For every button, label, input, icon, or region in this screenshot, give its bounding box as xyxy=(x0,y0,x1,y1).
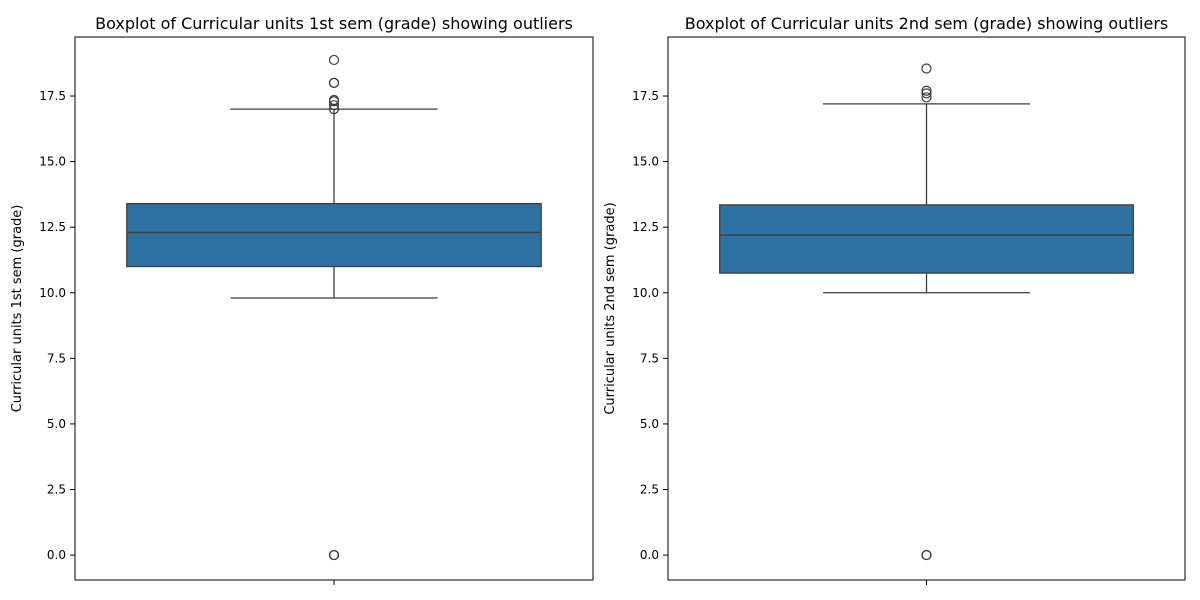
y-tick-label: 15.0 xyxy=(39,155,66,169)
chart-title: Boxplot of Curricular units 1st sem (gra… xyxy=(95,14,573,33)
y-axis: 0.0 2.5 5.0 7.5 10.0 12.5 15.0 17.5 xyxy=(39,89,75,562)
y-tick-label: 17.5 xyxy=(632,89,659,103)
y-tick-label: 2.5 xyxy=(47,483,66,497)
plot-area xyxy=(719,63,1134,561)
y-axis-label: Curricular units 2nd sem (grade) xyxy=(603,202,618,414)
y-tick-label: 15.0 xyxy=(632,155,659,169)
plot-area xyxy=(126,54,542,561)
y-tick-label: 7.5 xyxy=(640,351,659,365)
outlier-point xyxy=(921,85,932,96)
outlier-point xyxy=(921,549,932,561)
plot-frame xyxy=(667,36,1186,581)
interquartile-box xyxy=(719,204,1134,274)
outlier-point xyxy=(921,63,932,74)
outlier-point xyxy=(328,94,340,106)
outlier-point xyxy=(328,54,340,66)
y-axis-label: Curricular units 1st sem (grade) xyxy=(10,205,25,413)
outlier-point xyxy=(328,100,340,111)
plot-frame xyxy=(74,36,594,581)
boxplot-panel-1st-sem: Boxplot of Curricular units 1st sem (gra… xyxy=(10,14,594,585)
y-tick-label: 10.0 xyxy=(632,286,659,300)
y-tick-label: 10.0 xyxy=(39,286,66,300)
boxplot-panel-2nd-sem: Boxplot of Curricular units 2nd sem (gra… xyxy=(603,14,1186,585)
y-tick-label: 0.0 xyxy=(47,548,66,562)
outlier-point xyxy=(921,92,932,103)
y-tick-label: 12.5 xyxy=(39,220,66,234)
y-tick-label: 0.0 xyxy=(640,548,659,562)
y-tick-label: 2.5 xyxy=(640,483,659,497)
outlier-point xyxy=(328,77,340,89)
y-tick-label: 5.0 xyxy=(47,417,66,431)
interquartile-box xyxy=(126,202,542,268)
outlier-point xyxy=(328,549,340,561)
y-tick-label: 17.5 xyxy=(39,89,66,103)
y-tick-label: 7.5 xyxy=(47,351,66,365)
y-axis: 0.0 2.5 5.0 7.5 10.0 12.5 15.0 17.5 xyxy=(632,89,668,562)
y-tick-label: 5.0 xyxy=(640,417,659,431)
outlier-point xyxy=(921,88,932,99)
y-tick-label: 12.5 xyxy=(632,220,659,234)
chart-title: Boxplot of Curricular units 2nd sem (gra… xyxy=(685,14,1168,33)
